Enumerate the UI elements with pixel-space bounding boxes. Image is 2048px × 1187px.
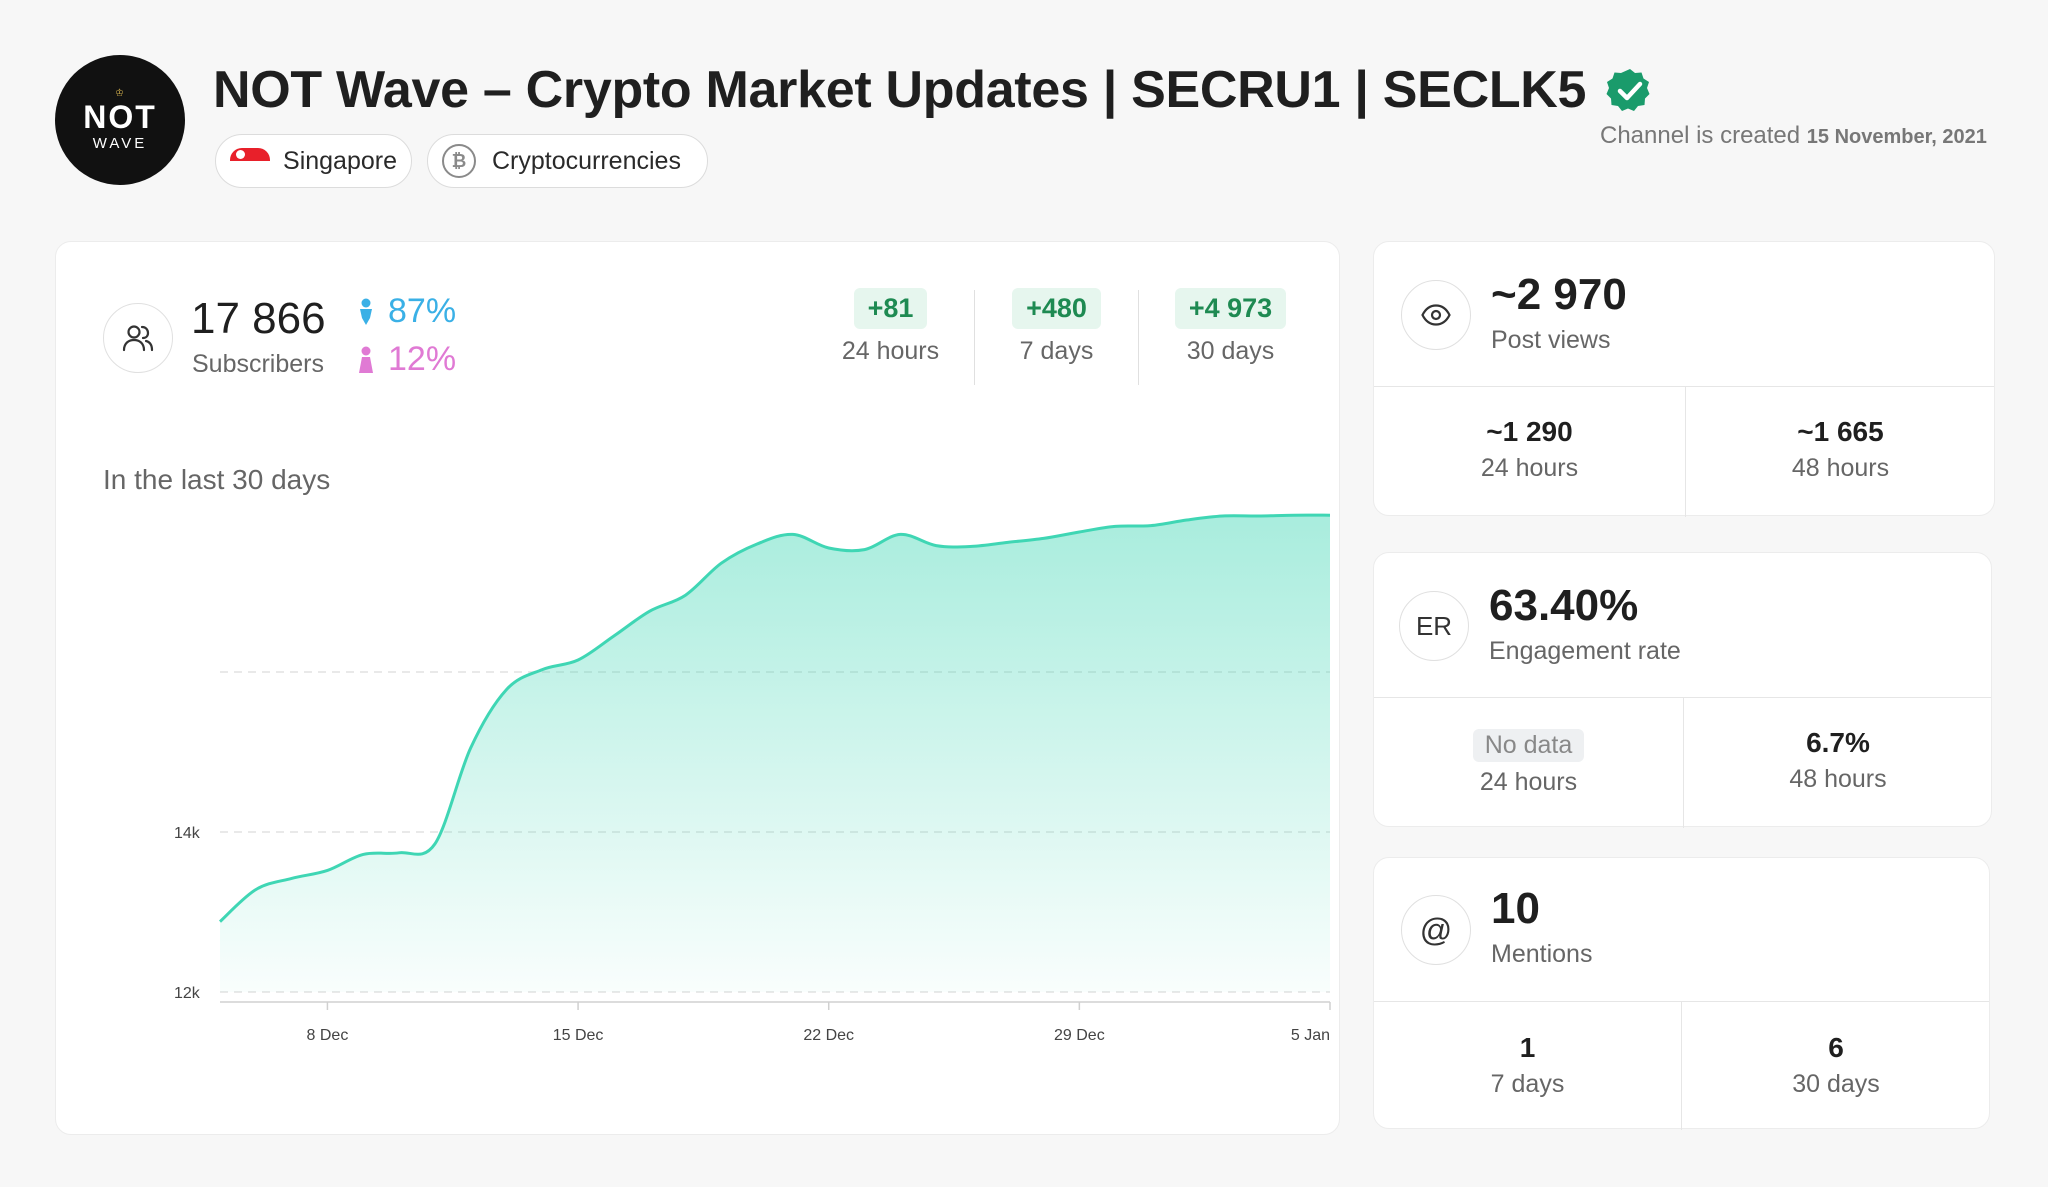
- divider: [1681, 1001, 1682, 1130]
- delta-divider: [1138, 290, 1139, 385]
- channel-created-info: Channel is created 15 November, 2021: [1600, 118, 2000, 155]
- er-icon: ER: [1399, 591, 1469, 661]
- delta-divider: [974, 290, 975, 385]
- category-label: Cryptocurrencies: [492, 146, 681, 175]
- delta-7d-label: 7 days: [1019, 337, 1094, 365]
- mentions-value: 10: [1491, 884, 1540, 933]
- female-icon: [359, 346, 373, 373]
- singapore-flag-icon: [230, 148, 270, 174]
- y-tick-label: 12k: [174, 985, 201, 1002]
- subscribers-card: 17 866 Subscribers 87% 12% +81 24 hours …: [55, 241, 1340, 1135]
- delta-24h-value: +81: [853, 288, 928, 329]
- bitcoin-icon: ₿: [442, 144, 476, 178]
- avatar-crown: ♔: [115, 88, 125, 99]
- engagement-48h-value: 6.7%: [1806, 727, 1870, 758]
- female-share: 12%: [358, 340, 456, 379]
- engagement-card: ER 63.40% Engagement rate No data 24 hou…: [1373, 552, 1993, 828]
- country-chip[interactable]: Singapore: [215, 134, 412, 188]
- x-tick-label: 5 Jan: [1291, 1027, 1330, 1044]
- post-views-48h: ~1 665 48 hours: [1685, 416, 1996, 483]
- users-icon: [103, 303, 173, 373]
- series-area: [220, 515, 1330, 992]
- x-tick-label: 29 Dec: [1054, 1027, 1105, 1044]
- no-data-badge: No data: [1472, 729, 1585, 762]
- delta-24h-label: 24 hours: [841, 337, 940, 365]
- mentions-30d-value: 6: [1828, 1032, 1844, 1063]
- male-icon: [360, 298, 372, 325]
- channel-avatar: ♔ NOT WAVE: [55, 55, 185, 185]
- male-percent: 87%: [388, 292, 457, 330]
- subscribers-count: 17 866: [191, 294, 326, 343]
- divider: [1374, 697, 1991, 698]
- engagement-48h-label: 48 hours: [1789, 765, 1887, 793]
- mentions-card: @ 10 Mentions 1 7 days 6 30 days: [1373, 857, 1991, 1130]
- x-tick-label: 22 Dec: [803, 1027, 854, 1044]
- category-chip[interactable]: ₿ Cryptocurrencies: [427, 134, 708, 188]
- delta-30d-label: 30 days: [1186, 337, 1275, 365]
- delta-7d-value: +480: [1012, 288, 1101, 329]
- x-tick-label: 15 Dec: [553, 1027, 604, 1044]
- engagement-24h-label: 24 hours: [1479, 768, 1578, 796]
- x-tick-label: 8 Dec: [307, 1027, 349, 1044]
- post-views-card: ~2 970 Post views ~1 290 24 hours ~1 665…: [1373, 241, 1996, 517]
- created-date: 15 November, 2021: [1806, 126, 1987, 148]
- created-prefix: Channel is created: [1600, 122, 1801, 149]
- post-views-48h-value: ~1 665: [1797, 416, 1884, 447]
- engagement-label: Engagement rate: [1489, 637, 1681, 665]
- verified-badge-icon: [1606, 69, 1650, 111]
- female-percent: 12%: [388, 340, 457, 378]
- engagement-value: 63.40%: [1489, 581, 1639, 630]
- delta-30d-value: +4 973: [1174, 288, 1287, 329]
- avatar-logo-subtext: WAVE: [92, 135, 148, 152]
- male-share: 87%: [358, 292, 456, 331]
- series-line: [218, 513, 1331, 923]
- post-views-24h-label: 24 hours: [1480, 454, 1579, 482]
- post-views-24h: ~1 290 24 hours: [1374, 416, 1685, 483]
- post-views-value: ~2 970: [1491, 270, 1627, 319]
- mentions-30d: 6 30 days: [1681, 1032, 1991, 1099]
- delta-30d: +4 973 30 days: [1148, 288, 1313, 366]
- mentions-label: Mentions: [1491, 940, 1593, 968]
- divider: [1685, 386, 1686, 517]
- subscribers-label: Subscribers: [192, 350, 324, 378]
- chart-caption: In the last 30 days: [103, 464, 331, 495]
- post-views-24h-value: ~1 290: [1486, 416, 1573, 447]
- mentions-7d: 1 7 days: [1374, 1032, 1681, 1099]
- mentions-7d-label: 7 days: [1490, 1070, 1565, 1098]
- country-label: Singapore: [283, 146, 397, 175]
- y-tick-label: 14k: [174, 825, 201, 842]
- mentions-30d-label: 30 days: [1792, 1070, 1880, 1098]
- engagement-48h: 6.7% 48 hours: [1683, 727, 1993, 794]
- divider: [1683, 697, 1684, 828]
- delta-7d: +480 7 days: [974, 288, 1139, 366]
- eye-icon: [1401, 280, 1471, 350]
- mentions-7d-value: 1: [1519, 1032, 1536, 1063]
- avatar-logo-text: NOT: [83, 99, 157, 135]
- post-views-label: Post views: [1491, 326, 1611, 354]
- post-views-48h-label: 48 hours: [1791, 454, 1890, 482]
- channel-title: NOT Wave – Crypto Market Updates | SECRU…: [213, 61, 1587, 119]
- at-sign-icon: @: [1401, 895, 1471, 965]
- subscribers-chart[interactable]: 12k 14k 8 Dec 15 Dec 22 Dec 29 Dec 5 Jan: [106, 512, 1336, 1112]
- engagement-24h: No data 24 hours: [1374, 729, 1683, 797]
- delta-24h: +81 24 hours: [808, 288, 973, 366]
- divider: [1374, 386, 1994, 387]
